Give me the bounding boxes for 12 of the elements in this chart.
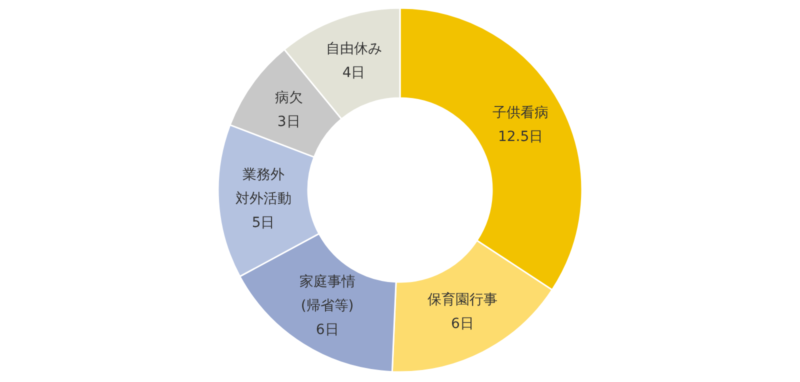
data-label: 6日 xyxy=(316,322,339,338)
slice-label: 業務外対外活動 xyxy=(235,166,292,207)
data-label: 4日 xyxy=(342,65,366,82)
data-label: 3日 xyxy=(277,114,300,130)
slice-label: 子供看病 xyxy=(492,104,549,121)
slice-label: 保育園行事 xyxy=(427,290,498,308)
data-label: 5日 xyxy=(252,214,275,231)
slice-label: 家庭事情 (帰省等) xyxy=(299,274,356,314)
data-label: 6日 xyxy=(451,316,474,332)
slice-label: 自由休み xyxy=(326,41,382,58)
slice-label: 病欠 xyxy=(274,90,303,106)
data-label: 12.5日 xyxy=(498,128,544,145)
